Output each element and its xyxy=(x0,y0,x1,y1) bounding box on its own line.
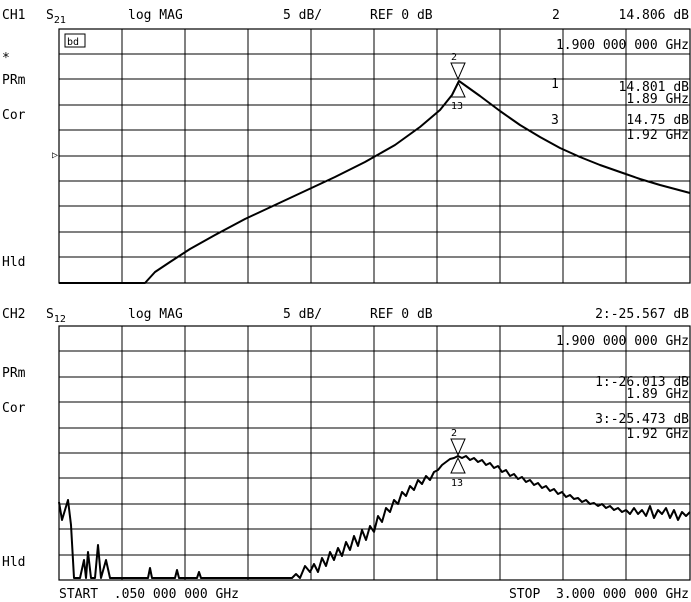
ch1-scale: 5 dB/ xyxy=(283,8,322,23)
ch1-marker-symbol: 2 13 xyxy=(450,52,466,112)
ch1-m1-label: 1 xyxy=(551,77,559,92)
ch1-side-hld: Hld xyxy=(2,255,25,270)
ch2-active-freq: 1.900 000 000 GHz xyxy=(556,334,689,349)
ch1-grid xyxy=(58,28,691,284)
ch2-label: CH2 xyxy=(2,307,25,322)
ch2-trace xyxy=(58,455,691,579)
ch1-m1-freq: 1.89 GHz xyxy=(626,92,689,107)
ch1-active-value: 14.806 dB xyxy=(619,8,690,23)
stop-frequency: STOP 3.000 000 000 GHz xyxy=(509,587,689,602)
svg-text:13: 13 xyxy=(451,101,463,112)
ch2-format: log MAG xyxy=(128,307,183,322)
ch2-side-hld: Hld xyxy=(2,555,25,570)
ch1-active-freq: 1.900 000 000 GHz xyxy=(556,38,689,53)
ch1-trace xyxy=(59,80,691,284)
ch1-m3-value: 14.75 dB xyxy=(626,113,689,128)
ch2-active-header: 2:-25.567 dB xyxy=(595,307,689,322)
ch2-ref: REF 0 dB xyxy=(370,307,433,322)
ch2-scale: 5 dB/ xyxy=(283,307,322,322)
ch2-grid xyxy=(58,325,691,581)
ch1-side-prm: PRm xyxy=(2,73,26,88)
ch1-side-star: * xyxy=(2,51,10,66)
ch1-param: S21 xyxy=(46,8,66,26)
ch1-ref: REF 0 dB xyxy=(370,8,433,23)
ch1-active-marker: 2 xyxy=(552,8,560,23)
ch1-m1-value: 14.801 dB xyxy=(619,80,690,95)
ch1-m3-freq: 1.92 GHz xyxy=(626,128,689,143)
ch2-m1-value: 1:-26.013 dB xyxy=(595,375,689,390)
ch1-m3-label: 3 xyxy=(551,113,559,128)
ch2-side-cor: Cor xyxy=(2,401,26,416)
ch2-param: S12 xyxy=(46,307,66,325)
svg-text:2: 2 xyxy=(451,52,457,63)
ch2-m1-freq: 1.89 GHz xyxy=(626,387,689,402)
ref-level-arrow-icon: ▷ xyxy=(52,150,58,161)
svg-text:2: 2 xyxy=(451,428,457,439)
start-frequency: START .050 000 000 GHz xyxy=(59,587,239,602)
ch2-m3-value: 3:-25.473 dB xyxy=(595,412,689,427)
ch2-side-prm: PRm xyxy=(2,366,26,381)
ch1-side-cor: Cor xyxy=(2,108,26,123)
ch1-label: CH1 xyxy=(2,8,25,23)
ch1-format: log MAG xyxy=(128,8,183,23)
ch1-marker-mode: bd xyxy=(67,37,79,48)
ch2-marker-symbol: 2 13 xyxy=(450,428,466,489)
svg-text:13: 13 xyxy=(451,478,463,489)
ch1-marker-mode-box xyxy=(64,33,86,48)
ch2-m3-freq: 1.92 GHz xyxy=(626,427,689,442)
